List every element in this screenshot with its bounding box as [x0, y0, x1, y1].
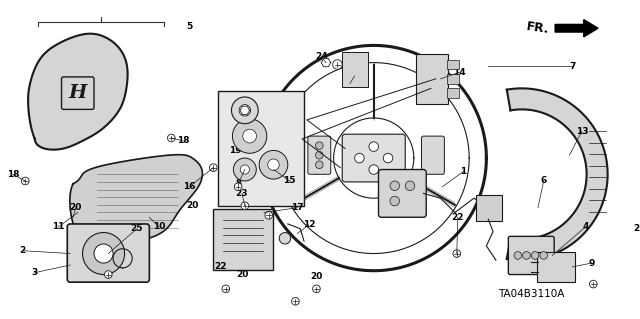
- FancyBboxPatch shape: [447, 60, 459, 69]
- Text: 13: 13: [575, 127, 588, 136]
- Polygon shape: [28, 33, 127, 150]
- Circle shape: [268, 159, 279, 170]
- Polygon shape: [240, 106, 250, 115]
- FancyBboxPatch shape: [447, 88, 459, 98]
- Circle shape: [234, 183, 242, 190]
- Circle shape: [405, 181, 415, 190]
- FancyBboxPatch shape: [378, 169, 426, 217]
- Text: 5: 5: [187, 22, 193, 31]
- FancyBboxPatch shape: [508, 236, 554, 275]
- Circle shape: [234, 158, 256, 181]
- Text: 20: 20: [186, 201, 198, 210]
- Circle shape: [265, 211, 273, 219]
- Text: 1: 1: [460, 167, 467, 176]
- Circle shape: [222, 285, 230, 293]
- Text: 20: 20: [310, 272, 323, 281]
- Polygon shape: [555, 20, 598, 37]
- Text: 22: 22: [633, 224, 640, 233]
- FancyBboxPatch shape: [342, 52, 368, 87]
- Circle shape: [316, 161, 323, 168]
- Circle shape: [589, 280, 597, 288]
- Text: 20: 20: [236, 270, 248, 279]
- Circle shape: [243, 129, 257, 143]
- Circle shape: [514, 252, 522, 259]
- Circle shape: [239, 105, 251, 116]
- Text: 18: 18: [6, 170, 19, 179]
- FancyBboxPatch shape: [476, 195, 502, 221]
- Text: 18: 18: [177, 137, 189, 145]
- Text: 25: 25: [131, 224, 143, 233]
- FancyBboxPatch shape: [308, 136, 331, 174]
- Circle shape: [369, 142, 378, 152]
- Polygon shape: [321, 58, 331, 67]
- Circle shape: [390, 196, 399, 206]
- Text: 22: 22: [215, 263, 227, 271]
- Circle shape: [83, 233, 125, 275]
- Circle shape: [369, 165, 378, 174]
- FancyBboxPatch shape: [218, 91, 304, 206]
- Text: 7: 7: [569, 62, 575, 71]
- Text: 8: 8: [235, 179, 241, 188]
- FancyBboxPatch shape: [422, 136, 444, 174]
- Text: 24: 24: [315, 52, 328, 61]
- Circle shape: [292, 297, 300, 305]
- Circle shape: [383, 153, 393, 163]
- Text: 6: 6: [541, 176, 547, 185]
- Text: 12: 12: [303, 220, 315, 229]
- Circle shape: [209, 164, 217, 171]
- Text: H: H: [68, 84, 87, 102]
- Text: 11: 11: [52, 222, 65, 231]
- Circle shape: [240, 165, 250, 174]
- Circle shape: [312, 285, 320, 293]
- Polygon shape: [507, 88, 607, 260]
- Polygon shape: [70, 155, 202, 244]
- Text: 15: 15: [284, 176, 296, 185]
- FancyBboxPatch shape: [67, 224, 149, 282]
- Text: 19: 19: [229, 146, 242, 155]
- Circle shape: [241, 202, 249, 210]
- Circle shape: [523, 252, 531, 259]
- Circle shape: [94, 244, 113, 263]
- Text: TA04B3110A: TA04B3110A: [499, 289, 564, 299]
- Text: 14: 14: [453, 68, 466, 77]
- FancyBboxPatch shape: [213, 209, 273, 270]
- Circle shape: [232, 119, 267, 153]
- Circle shape: [453, 250, 461, 257]
- FancyBboxPatch shape: [416, 54, 448, 104]
- FancyBboxPatch shape: [447, 74, 459, 84]
- Text: FR.: FR.: [525, 20, 550, 36]
- Circle shape: [279, 233, 291, 244]
- Text: 9: 9: [588, 259, 595, 268]
- Circle shape: [232, 97, 258, 124]
- Circle shape: [355, 153, 364, 163]
- Text: 20: 20: [70, 203, 82, 212]
- Text: 16: 16: [183, 182, 196, 191]
- Text: 21: 21: [344, 79, 356, 88]
- Circle shape: [168, 134, 175, 142]
- Circle shape: [316, 152, 323, 159]
- Circle shape: [21, 177, 29, 185]
- Text: 17: 17: [291, 203, 303, 212]
- Text: 22: 22: [451, 213, 464, 222]
- Text: 23: 23: [236, 189, 248, 198]
- Circle shape: [104, 271, 112, 278]
- FancyBboxPatch shape: [537, 252, 575, 282]
- Text: 4: 4: [582, 222, 589, 231]
- Circle shape: [531, 252, 539, 259]
- Circle shape: [333, 60, 342, 69]
- Text: 10: 10: [153, 222, 165, 231]
- Circle shape: [390, 181, 399, 190]
- Circle shape: [259, 151, 288, 179]
- Text: 2: 2: [19, 246, 26, 255]
- FancyBboxPatch shape: [342, 134, 405, 182]
- Text: 3: 3: [31, 268, 38, 277]
- Circle shape: [540, 252, 547, 259]
- Circle shape: [316, 142, 323, 150]
